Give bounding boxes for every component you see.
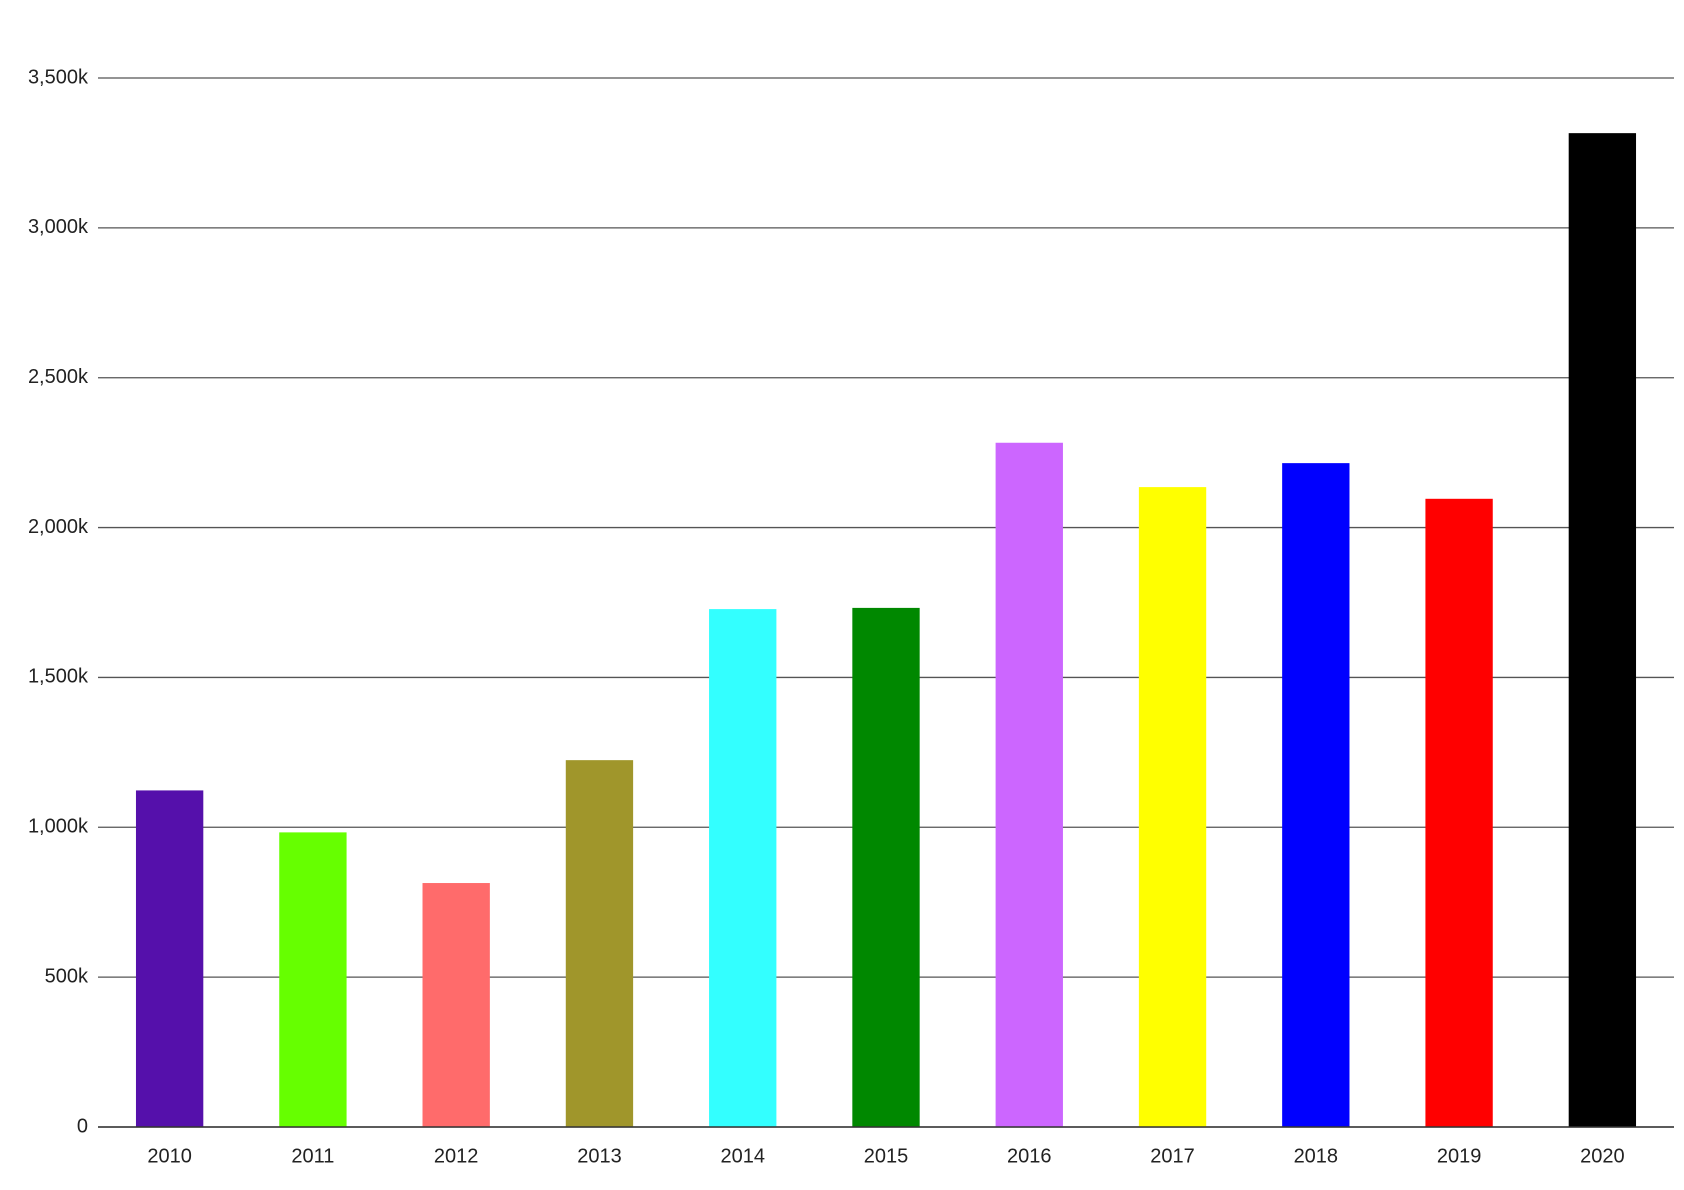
x-tick-label: 2015 [864, 1145, 909, 1167]
x-tick-label: 2017 [1150, 1145, 1195, 1167]
x-tick-label: 2019 [1437, 1145, 1482, 1167]
y-tick-label: 3,500k [28, 66, 89, 88]
x-tick-label: 2011 [291, 1145, 334, 1167]
x-tick-label: 2016 [1007, 1145, 1052, 1167]
bar [565, 760, 634, 1127]
x-tick-label: 2012 [434, 1145, 479, 1167]
y-tick-label: 1,500k [28, 666, 89, 688]
x-tick-label: 2013 [577, 1145, 622, 1167]
y-tick-label: 0 [77, 1115, 88, 1137]
y-tick-label: 1,000k [28, 816, 89, 838]
bar [1138, 487, 1207, 1127]
x-tick-label: 2020 [1580, 1145, 1625, 1167]
bar [1425, 498, 1493, 1128]
bar [852, 607, 920, 1127]
bar [995, 442, 1063, 1127]
x-tick-label: 2010 [147, 1145, 192, 1167]
x-tick-label: 2014 [720, 1145, 765, 1167]
bar [135, 790, 204, 1127]
y-tick-label: 2,000k [28, 516, 89, 538]
y-tick-label: 3,000k [28, 216, 89, 238]
bar [1282, 463, 1350, 1128]
bar [1568, 133, 1637, 1127]
bar [709, 609, 777, 1127]
bar [279, 832, 347, 1127]
bar [422, 883, 490, 1127]
y-tick-label: 2,500k [28, 366, 89, 388]
y-tick-label: 500k [45, 965, 89, 987]
x-tick-label: 2018 [1294, 1145, 1339, 1167]
